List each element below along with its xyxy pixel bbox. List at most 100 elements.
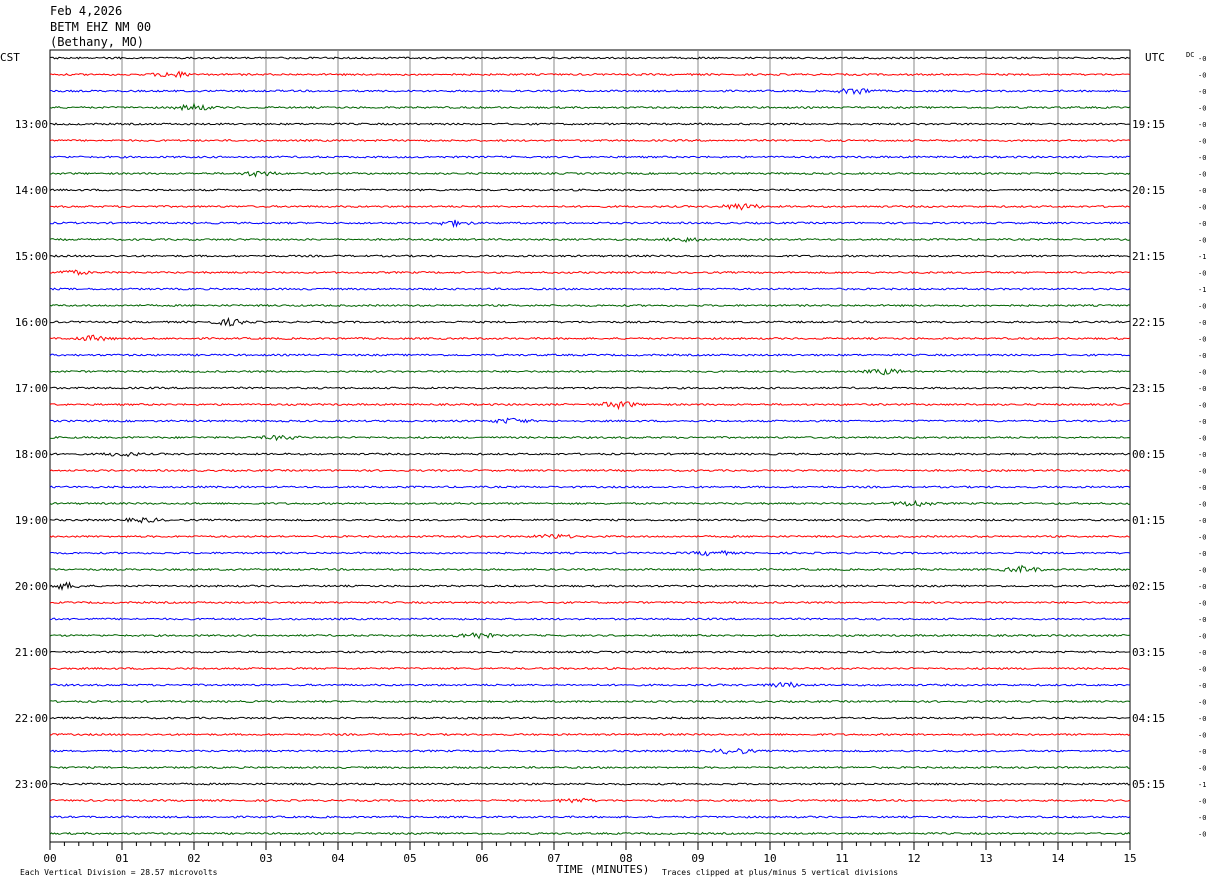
dc-offset-label: -0 bbox=[1198, 72, 1206, 80]
right-hour-label: 23:15 bbox=[1132, 382, 1165, 395]
dc-offset-label: -1 bbox=[1198, 781, 1206, 789]
dc-offset-label: -0 bbox=[1198, 369, 1206, 377]
x-tick-label: 04 bbox=[331, 852, 345, 865]
seismic-trace bbox=[49, 533, 1131, 540]
dc-offset-label: -0 bbox=[1198, 550, 1206, 558]
date-label: Feb 4,2026 bbox=[50, 4, 123, 18]
seismic-trace bbox=[49, 219, 1131, 229]
right-hour-label: 21:15 bbox=[1132, 250, 1165, 263]
x-tick-label: 01 bbox=[115, 852, 128, 865]
seismic-trace bbox=[49, 417, 1131, 425]
x-axis-label: TIME (MINUTES) bbox=[557, 863, 650, 876]
traces-group bbox=[49, 56, 1131, 836]
x-tick-label: 13 bbox=[979, 852, 992, 865]
seismic-trace bbox=[49, 155, 1131, 159]
right-hour-label: 22:15 bbox=[1132, 316, 1165, 329]
seismic-trace bbox=[49, 269, 1131, 276]
dc-offset-label: -0 bbox=[1198, 270, 1206, 278]
dc-offset-label: -0 bbox=[1198, 237, 1206, 245]
left-hour-label: 14:00 bbox=[15, 184, 48, 197]
seismic-trace bbox=[49, 56, 1131, 60]
seismic-trace bbox=[49, 699, 1131, 704]
seismic-trace bbox=[49, 831, 1131, 836]
seismic-trace bbox=[49, 617, 1131, 621]
seismic-trace bbox=[49, 815, 1131, 819]
seismic-trace bbox=[49, 485, 1131, 489]
left-hour-label: 13:00 bbox=[15, 118, 48, 131]
left-hour-label: 23:00 bbox=[15, 778, 48, 791]
right-hour-label: 04:15 bbox=[1132, 712, 1165, 725]
seismic-trace bbox=[49, 468, 1131, 473]
dc-offset-label: -0 bbox=[1198, 55, 1206, 63]
dc-offset-label: -0 bbox=[1198, 616, 1206, 624]
dc-offset-label: -0 bbox=[1198, 814, 1206, 822]
seismic-trace bbox=[49, 386, 1131, 390]
seismic-trace bbox=[49, 287, 1131, 291]
seismic-trace bbox=[49, 122, 1131, 126]
right-hour-label: 19:15 bbox=[1132, 118, 1165, 131]
left-hour-label: 20:00 bbox=[15, 580, 48, 593]
dc-offset-label: -0 bbox=[1198, 484, 1206, 492]
dc-offset-label: -0 bbox=[1198, 418, 1206, 426]
dc-offset-label: -0 bbox=[1198, 336, 1206, 344]
x-tick-label: 10 bbox=[763, 852, 776, 865]
seismic-trace bbox=[49, 188, 1131, 192]
seismic-trace bbox=[49, 549, 1131, 557]
dc-offset-label: -0 bbox=[1198, 633, 1206, 641]
seismic-trace bbox=[49, 70, 1131, 79]
right-hour-label: 00:15 bbox=[1132, 448, 1165, 461]
dc-offset-label: -0 bbox=[1198, 715, 1206, 723]
x-tick-label: 00 bbox=[43, 852, 56, 865]
x-tick-label: 09 bbox=[691, 852, 704, 865]
dc-offset-label: -0 bbox=[1198, 88, 1206, 96]
x-tick-label: 08 bbox=[619, 852, 632, 865]
seismic-trace bbox=[49, 716, 1131, 720]
dc-offset-label: -0 bbox=[1198, 517, 1206, 525]
dc-offset-label: -0 bbox=[1198, 501, 1206, 509]
left-hour-label: 18:00 bbox=[15, 448, 48, 461]
seismic-trace bbox=[49, 353, 1131, 357]
right-hour-label: 02:15 bbox=[1132, 580, 1165, 593]
location-label: (Bethany, MO) bbox=[50, 35, 144, 49]
seismic-trace bbox=[49, 102, 1131, 112]
right-hour-label: 05:15 bbox=[1132, 778, 1165, 791]
seismic-trace bbox=[49, 303, 1131, 308]
dc-offset-label: -0 bbox=[1198, 468, 1206, 476]
footer-right-text: Traces clipped at plus/minus 5 vertical … bbox=[662, 868, 898, 877]
seismic-trace bbox=[49, 499, 1131, 508]
left-hour-label: 22:00 bbox=[15, 712, 48, 725]
dc-offset-label: -0 bbox=[1198, 435, 1206, 443]
seismic-trace bbox=[49, 732, 1131, 737]
seismic-trace bbox=[49, 334, 1131, 342]
seismic-trace bbox=[49, 600, 1131, 605]
dc-offset-label: -0 bbox=[1198, 583, 1206, 591]
dc-offset-label: -0 bbox=[1198, 567, 1206, 575]
x-tick-label: 12 bbox=[907, 852, 920, 865]
dc-offset-label: -0 bbox=[1198, 649, 1206, 657]
dc-offset-label: -0 bbox=[1198, 765, 1206, 773]
plot-grid bbox=[49, 49, 1131, 850]
seismic-trace bbox=[49, 236, 1131, 243]
dc-offset-label: -0 bbox=[1198, 534, 1206, 542]
right-hour-label: 20:15 bbox=[1132, 184, 1165, 197]
dc-offset-label: -0 bbox=[1198, 831, 1206, 839]
dc-offset-label: -0 bbox=[1198, 105, 1206, 113]
seismic-trace bbox=[49, 666, 1131, 671]
left-hour-label: 17:00 bbox=[15, 382, 48, 395]
dc-offset-label: -0 bbox=[1198, 748, 1206, 756]
seismic-trace bbox=[49, 87, 1131, 96]
seismic-trace bbox=[49, 400, 1131, 411]
dc-offset-label: -0 bbox=[1198, 402, 1206, 410]
seismic-trace bbox=[49, 367, 1131, 376]
dc-offset-label: -0 bbox=[1198, 187, 1206, 195]
seismic-trace bbox=[49, 765, 1131, 770]
dc-offset-label: -0 bbox=[1198, 682, 1206, 690]
seismic-trace bbox=[49, 797, 1131, 804]
x-tick-label: 11 bbox=[835, 852, 848, 865]
seismic-trace bbox=[49, 632, 1131, 640]
seismic-trace bbox=[49, 451, 1131, 458]
x-tick-label: 02 bbox=[187, 852, 200, 865]
dc-offset-label: -0 bbox=[1198, 798, 1206, 806]
x-tick-label: 14 bbox=[1051, 852, 1065, 865]
